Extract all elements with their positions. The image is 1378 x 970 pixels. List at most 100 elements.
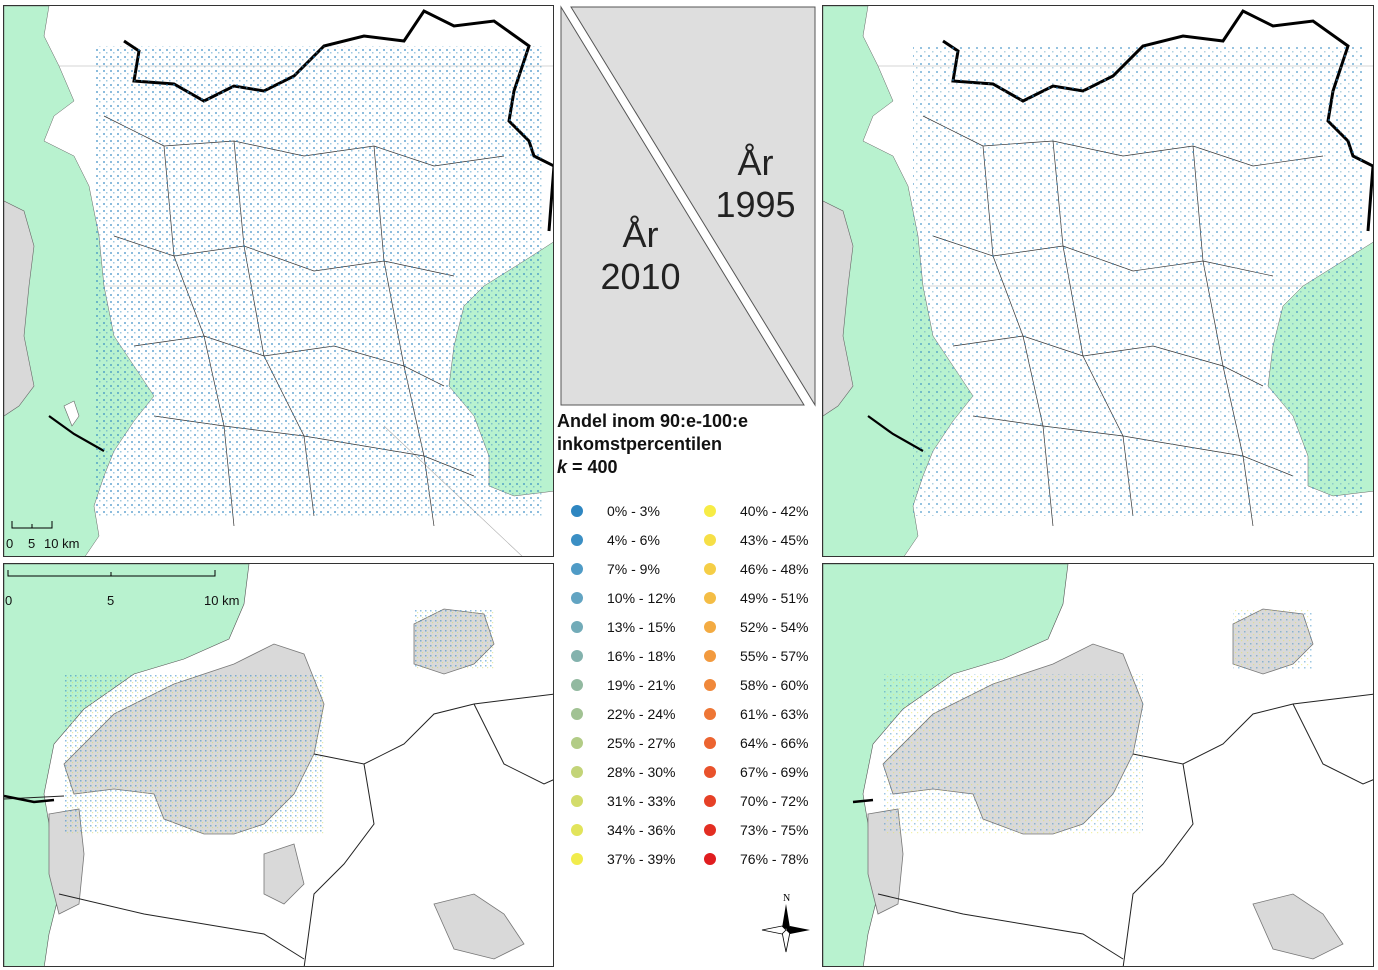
legend-swatch	[704, 678, 716, 691]
legend-title-k: k = 400	[557, 456, 819, 479]
land-denmark	[4, 200, 35, 417]
legend-swatch	[571, 504, 583, 517]
legend-item: 25% - 27%	[571, 728, 675, 757]
legend-swatch	[571, 852, 583, 865]
legend-item: 34% - 36%	[571, 815, 675, 844]
legend-swatch	[571, 533, 583, 546]
legend-item-label: 34% - 36%	[607, 821, 676, 838]
legend-swatch	[571, 678, 583, 691]
legend-item: 28% - 30%	[571, 757, 675, 786]
legend-swatch	[704, 794, 716, 807]
diagram-half-2010	[560, 5, 805, 406]
legend-item-label: 31% - 33%	[607, 792, 676, 809]
map-overview-2010: 0 5 10 km	[3, 5, 554, 557]
map-detail-1995	[822, 563, 1374, 967]
legend-swatch	[704, 823, 716, 836]
legend-item-label: 67% - 69%	[740, 763, 809, 780]
urban-area-south	[433, 893, 525, 960]
legend-swatch	[704, 620, 716, 633]
legend-item-label: 25% - 27%	[607, 734, 676, 751]
legend-item: 73% - 75%	[704, 815, 808, 844]
urban-area-mid	[263, 843, 305, 905]
legend-swatch	[704, 765, 716, 778]
scalebar-detail: 0 5 10 km	[5, 570, 239, 608]
legend-swatch	[571, 620, 583, 633]
legend-swatch	[571, 736, 583, 749]
legend-item-label: 52% - 54%	[740, 618, 809, 635]
legend-swatch	[704, 533, 716, 546]
year-label-1995: År 1995	[715, 142, 796, 225]
legend-item: 7% - 9%	[571, 554, 675, 583]
legend-swatch	[704, 649, 716, 662]
dot-density-layer	[94, 46, 544, 516]
legend-title: Andel inom 90:e-100:e inkomstpercentilen…	[557, 410, 819, 479]
legend-item: 67% - 69%	[704, 757, 808, 786]
municipal-borders	[4, 693, 553, 966]
overview-map-1995-svg	[823, 6, 1373, 556]
legend-k-symbol: k	[557, 457, 568, 477]
detail-map-2010-svg: 0 5 10 km	[4, 564, 553, 966]
north-arrow-label: N	[783, 893, 790, 904]
legend-item-label: 58% - 60%	[740, 676, 809, 693]
legend-title-line2: inkomstpercentilen	[557, 434, 723, 454]
legend-swatch	[571, 591, 583, 604]
legend-swatch	[704, 504, 716, 517]
legend-swatch	[571, 649, 583, 662]
legend-item: 49% - 51%	[704, 583, 808, 612]
sea-west	[823, 564, 1069, 966]
dot-density-layer	[913, 46, 1363, 516]
legend-item-label: 70% - 72%	[740, 792, 809, 809]
legend-column-right: 40% - 42% 43% - 45% 46% - 48% 49% - 51% 52% …	[704, 496, 808, 873]
scalebar-detail-label-10km: 10 km	[204, 593, 239, 608]
legend-swatch	[571, 765, 583, 778]
legend-item-label: 28% - 30%	[607, 763, 676, 780]
legend-item-label: 13% - 15%	[607, 618, 676, 635]
legend-item-label: 73% - 75%	[740, 821, 809, 838]
detail-map-1995-svg	[823, 564, 1373, 966]
legend-item: 40% - 42%	[704, 496, 808, 525]
legend-swatch	[704, 852, 716, 865]
legend-item: 52% - 54%	[704, 612, 808, 641]
legend-title-line1: Andel inom 90:e-100:e	[557, 411, 749, 431]
legend-item-label: 16% - 18%	[607, 647, 676, 664]
oresund-bridge	[4, 794, 55, 804]
legend-item-label: 43% - 45%	[740, 531, 809, 548]
legend-item-label: 61% - 63%	[740, 705, 809, 722]
map-overview-1995	[822, 5, 1374, 557]
legend-item-label: 0% - 3%	[607, 502, 660, 519]
scalebar-detail-label-0: 0	[5, 593, 12, 608]
legend-swatch	[571, 823, 583, 836]
legend-item: 58% - 60%	[704, 670, 808, 699]
legend-item: 4% - 6%	[571, 525, 675, 554]
legend-item-label: 10% - 12%	[607, 589, 676, 606]
land-denmark	[823, 200, 854, 417]
detail-dot-layer	[64, 609, 494, 834]
municipal-borders	[877, 693, 1373, 966]
legend-item: 46% - 48%	[704, 554, 808, 583]
legend-item: 16% - 18%	[571, 641, 675, 670]
legend-swatch	[704, 736, 716, 749]
legend-item-label: 64% - 66%	[740, 734, 809, 751]
legend-swatch	[571, 707, 583, 720]
north-arrow-icon: N	[761, 893, 810, 953]
legend-item: 70% - 72%	[704, 786, 808, 815]
legend-item-label: 76% - 78%	[740, 850, 809, 867]
scalebar-label-10km: 10 km	[44, 536, 79, 551]
legend-item: 31% - 33%	[571, 786, 675, 815]
scalebar-detail-label-5: 5	[107, 593, 114, 608]
detail-dot-layer	[883, 609, 1313, 834]
legend-item-label: 22% - 24%	[607, 705, 676, 722]
year-label-2010: År 2010	[600, 214, 681, 297]
legend-item: 19% - 21%	[571, 670, 675, 699]
legend-item: 64% - 66%	[704, 728, 808, 757]
legend-item-label: 37% - 39%	[607, 850, 676, 867]
urban-area-south	[1252, 893, 1344, 960]
scalebar-label-5: 5	[28, 536, 35, 551]
diagram-half-1995	[570, 6, 816, 407]
legend-item: 61% - 63%	[704, 699, 808, 728]
map-detail-2010: 0 5 10 km	[3, 563, 554, 967]
sea-west	[4, 564, 250, 966]
legend-swatch	[571, 562, 583, 575]
year-split-diagram	[560, 5, 816, 407]
scalebar-label-0: 0	[6, 536, 13, 551]
